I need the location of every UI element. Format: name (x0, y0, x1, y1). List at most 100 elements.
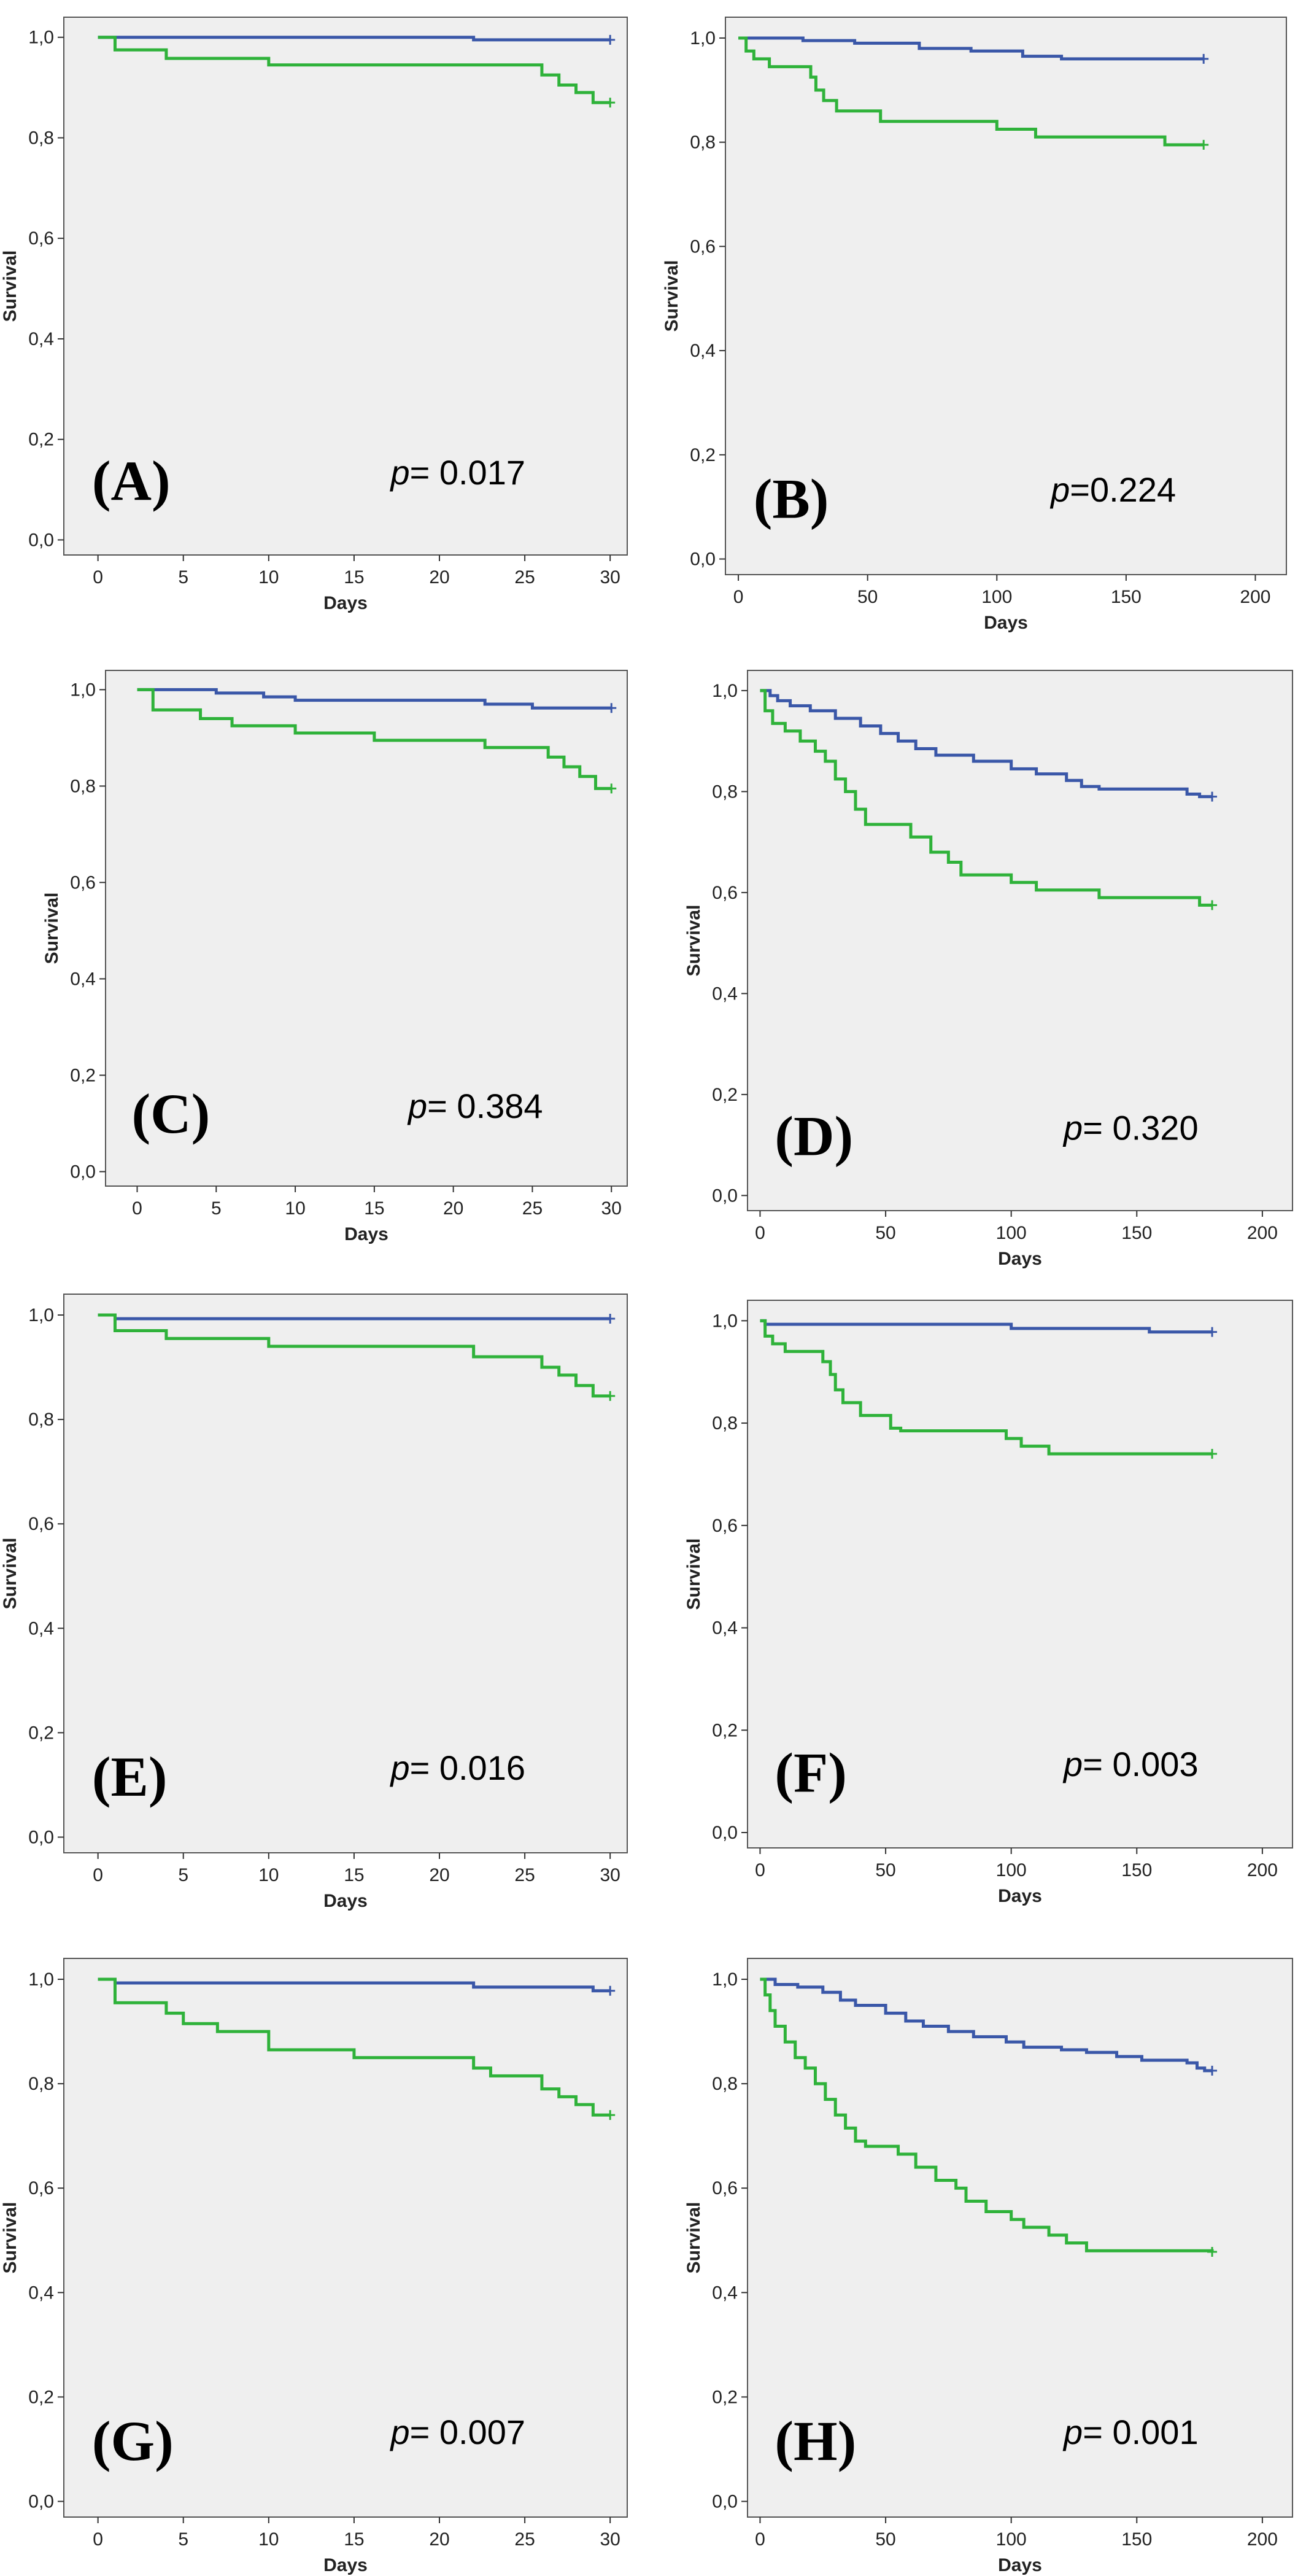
x-tick-label: 0 (755, 2529, 765, 2550)
y-tick-label: 0,0 (690, 549, 716, 570)
y-tick-label: 0,4 (690, 341, 716, 361)
censor-mark (1207, 2246, 1218, 2257)
y-tick-label: 0,4 (712, 2283, 738, 2303)
p-value-number: = 0.017 (410, 453, 525, 492)
p-value-symbol: p (1062, 2413, 1083, 2451)
x-axis-title: Days (344, 1224, 388, 1244)
km-panel: 0,0 0,2 0,4 0,6 0,8 1,0 0 50 100 150 200 Days Surviv… (684, 1958, 1293, 2575)
y-tick-label: 0,4 (28, 1618, 54, 1639)
censor-mark (1207, 900, 1218, 910)
survival-curve (760, 689, 1213, 799)
x-tick-label: 5 (211, 1198, 222, 1219)
survival-curve (137, 688, 612, 790)
p-value-symbol: p (1062, 1745, 1083, 1783)
y-axis-title: Survival (42, 893, 62, 964)
censor-mark (605, 2110, 616, 2120)
y-tick-label: 0,2 (28, 1723, 54, 1743)
y-tick-label: 0,8 (28, 2074, 54, 2094)
p-value: p= 0.017 (389, 453, 525, 492)
survival-curve (760, 689, 1213, 907)
p-value-symbol: p (389, 453, 409, 492)
censor-mark (605, 1985, 616, 1996)
censor-mark (1207, 791, 1218, 802)
x-tick-label: 10 (258, 1865, 279, 1885)
x-tick-label: 0 (132, 1198, 142, 1219)
y-tick-label: 0,0 (70, 1162, 96, 1182)
x-tick-label: 50 (875, 1860, 895, 1880)
x-tick-label: 25 (514, 1865, 535, 1885)
y-tick-label: 1,0 (712, 1311, 738, 1331)
plot-area (63, 1958, 628, 2518)
x-tick-label: 15 (344, 2529, 364, 2550)
x-tick-label: 150 (1121, 2529, 1152, 2550)
plot-area (63, 17, 628, 556)
p-value-symbol: p (1062, 1108, 1083, 1147)
km-panel: 0,0 0,2 0,4 0,6 0,8 1,0 0 5 10 15 20 25 30 Days Surviv… (42, 670, 628, 1244)
y-tick-label: 0,6 (690, 236, 716, 257)
plot-area (725, 17, 1287, 575)
x-tick-label: 10 (258, 2529, 279, 2550)
y-axis-title: Survival (0, 250, 20, 322)
x-axis-title: Days (998, 1249, 1042, 1269)
y-tick-label: 0,4 (712, 1618, 738, 1639)
y-tick-label: 0,6 (28, 228, 54, 249)
y-axis-title: Survival (0, 2202, 20, 2274)
y-tick-label: 1,0 (28, 1305, 54, 1325)
y-tick-label: 0,2 (70, 1065, 96, 1085)
censor-mark (1199, 53, 1209, 64)
x-tick-label: 20 (429, 567, 449, 588)
y-axis-title: Survival (684, 1538, 704, 1610)
survival-curve (760, 1319, 1213, 1456)
y-tick-label: 1,0 (28, 1969, 54, 1990)
panel-label: (D) (775, 1105, 853, 1168)
x-tick-label: 200 (1247, 2529, 1278, 2550)
y-tick-label: 0,6 (28, 1514, 54, 1534)
censor-mark (605, 34, 616, 45)
plot-area (747, 1300, 1293, 1849)
censor-mark (606, 783, 617, 794)
plot-area (747, 1958, 1293, 2518)
y-tick-label: 0,4 (712, 983, 738, 1004)
y-axis-title: Survival (684, 2202, 704, 2274)
x-axis-title: Days (998, 1886, 1042, 1906)
y-axis-title: Survival (684, 905, 704, 977)
y-tick-label: 0,8 (712, 782, 738, 802)
y-tick-label: 1,0 (712, 681, 738, 701)
p-value-symbol: p (407, 1087, 427, 1125)
p-value-number: = 0.003 (1083, 1745, 1198, 1783)
y-tick-label: 1,0 (70, 680, 96, 700)
p-value-number: = 0.016 (410, 1748, 525, 1787)
x-tick-label: 100 (996, 2529, 1027, 2550)
x-tick-label: 30 (601, 1198, 622, 1219)
x-tick-label: 200 (1240, 587, 1270, 607)
y-tick-label: 0,4 (28, 329, 54, 349)
p-value-symbol: p (1049, 470, 1070, 509)
x-tick-label: 100 (981, 587, 1012, 607)
censor-mark (1207, 2065, 1218, 2076)
p-value-number: = 0.384 (427, 1087, 543, 1125)
x-tick-label: 5 (178, 2529, 188, 2550)
km-panel: 0,0 0,2 0,4 0,6 0,8 1,0 0 50 100 150 200 Days Surviv… (684, 670, 1293, 1269)
y-tick-label: 0,2 (712, 1085, 738, 1105)
km-panel: 0,0 0,2 0,4 0,6 0,8 1,0 0 50 100 150 200 Days Surviv… (684, 1300, 1293, 1906)
p-value: p= 0.003 (1062, 1745, 1199, 1783)
y-tick-label: 0,8 (28, 128, 54, 148)
panel-label: (C) (132, 1082, 211, 1145)
x-axis-title: Days (323, 2555, 368, 2575)
censor-mark (605, 1391, 616, 1401)
x-tick-label: 200 (1247, 1223, 1278, 1243)
plot-area (63, 1294, 628, 1853)
y-tick-label: 0,0 (28, 530, 54, 550)
x-axis-title: Days (323, 1891, 368, 1911)
survival-curve (98, 1313, 611, 1398)
x-tick-label: 20 (429, 2529, 449, 2550)
panel-label: (H) (775, 2410, 856, 2472)
y-tick-label: 0,6 (712, 1516, 738, 1536)
p-value-symbol: p (389, 1748, 409, 1787)
censor-mark (1199, 139, 1209, 150)
y-tick-label: 0,0 (712, 1185, 738, 1206)
y-tick-label: 0,8 (70, 776, 96, 796)
y-tick-label: 0,2 (28, 2387, 54, 2407)
survival-curve (738, 36, 1204, 61)
